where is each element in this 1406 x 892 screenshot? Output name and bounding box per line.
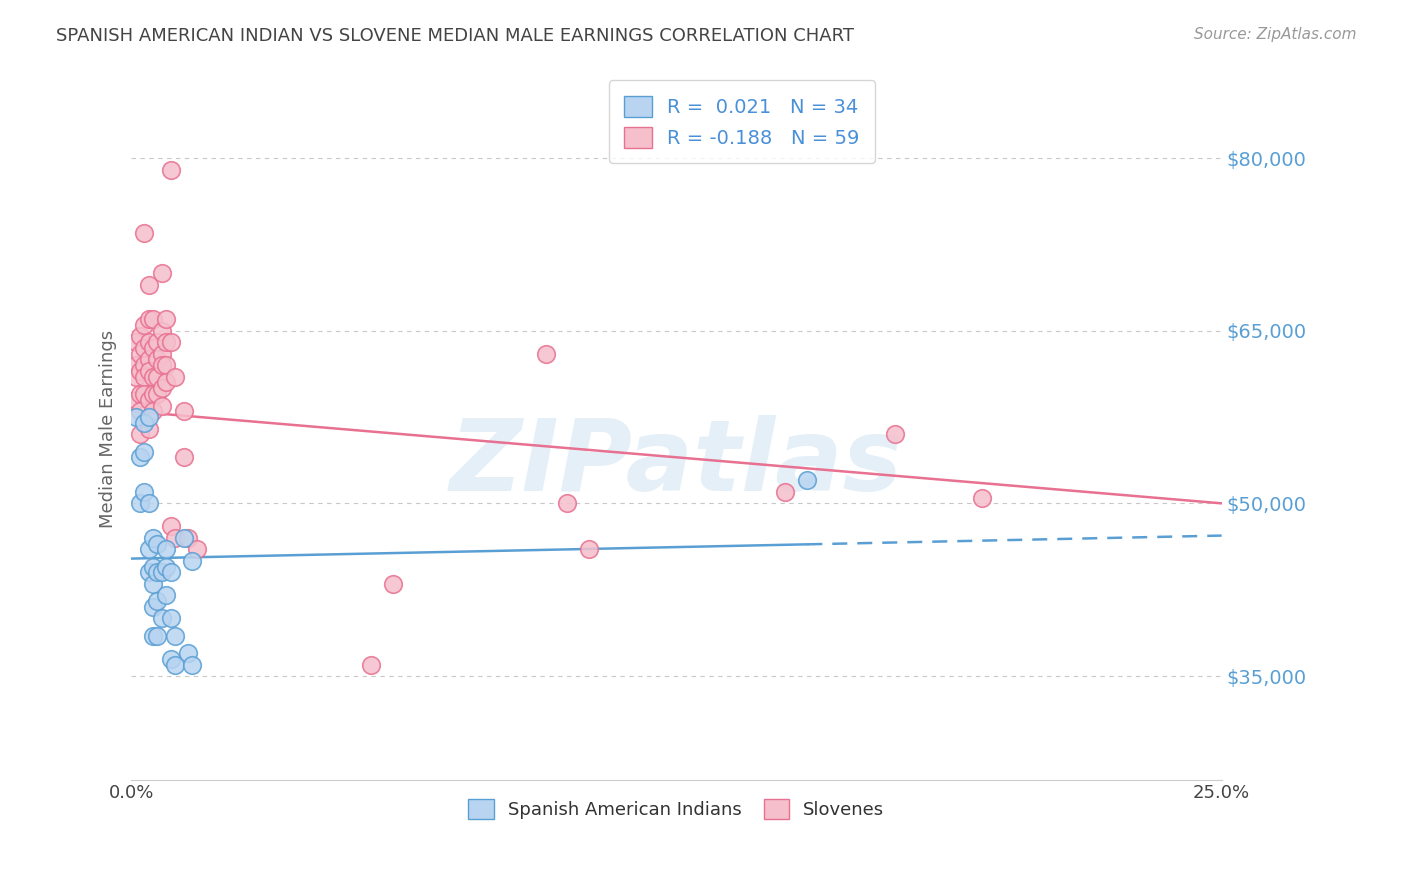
- Point: [146, 594, 169, 608]
- Point: [173, 404, 195, 418]
- Point: [155, 376, 177, 390]
- Point: [163, 657, 186, 672]
- Point: [129, 450, 152, 465]
- Point: [129, 427, 152, 442]
- Point: [150, 566, 173, 580]
- Point: [124, 369, 146, 384]
- Point: [159, 566, 181, 580]
- Point: [134, 387, 156, 401]
- Point: [150, 358, 173, 372]
- Point: [129, 496, 152, 510]
- Point: [146, 335, 169, 350]
- Point: [129, 364, 152, 378]
- Point: [129, 387, 152, 401]
- Point: [155, 335, 177, 350]
- Text: SPANISH AMERICAN INDIAN VS SLOVENE MEDIAN MALE EARNINGS CORRELATION CHART: SPANISH AMERICAN INDIAN VS SLOVENE MEDIA…: [56, 27, 855, 45]
- Point: [146, 352, 169, 367]
- Point: [142, 577, 165, 591]
- Point: [557, 496, 579, 510]
- Point: [360, 657, 382, 672]
- Point: [138, 421, 160, 435]
- Point: [138, 410, 160, 425]
- Point: [883, 427, 905, 442]
- Point: [142, 531, 165, 545]
- Point: [134, 369, 156, 384]
- Point: [138, 542, 160, 557]
- Point: [124, 392, 146, 407]
- Point: [150, 399, 173, 413]
- Point: [173, 531, 195, 545]
- Point: [138, 392, 160, 407]
- Point: [134, 318, 156, 332]
- Point: [146, 387, 169, 401]
- Point: [124, 335, 146, 350]
- Text: ZIPatlas: ZIPatlas: [450, 415, 903, 512]
- Point: [134, 226, 156, 240]
- Point: [138, 277, 160, 292]
- Point: [134, 341, 156, 355]
- Point: [159, 335, 181, 350]
- Point: [150, 324, 173, 338]
- Point: [159, 519, 181, 533]
- Point: [578, 542, 600, 557]
- Point: [150, 611, 173, 625]
- Point: [142, 559, 165, 574]
- Point: [124, 410, 146, 425]
- Point: [155, 358, 177, 372]
- Point: [142, 629, 165, 643]
- Point: [146, 629, 169, 643]
- Point: [186, 542, 208, 557]
- Point: [146, 369, 169, 384]
- Point: [796, 473, 818, 487]
- Point: [970, 491, 993, 505]
- Point: [138, 352, 160, 367]
- Point: [142, 387, 165, 401]
- Point: [138, 312, 160, 326]
- Point: [381, 577, 404, 591]
- Point: [150, 266, 173, 280]
- Point: [181, 554, 204, 568]
- Point: [163, 369, 186, 384]
- Point: [134, 484, 156, 499]
- Legend: Spanish American Indians, Slovenes: Spanish American Indians, Slovenes: [454, 785, 898, 834]
- Point: [138, 566, 160, 580]
- Point: [138, 335, 160, 350]
- Point: [142, 404, 165, 418]
- Point: [142, 369, 165, 384]
- Point: [155, 559, 177, 574]
- Point: [129, 347, 152, 361]
- Point: [129, 329, 152, 343]
- Point: [159, 611, 181, 625]
- Point: [134, 358, 156, 372]
- Point: [534, 347, 557, 361]
- Y-axis label: Median Male Earnings: Median Male Earnings: [100, 329, 117, 527]
- Point: [173, 450, 195, 465]
- Point: [159, 652, 181, 666]
- Point: [134, 444, 156, 458]
- Point: [163, 531, 186, 545]
- Text: Source: ZipAtlas.com: Source: ZipAtlas.com: [1194, 27, 1357, 42]
- Point: [138, 496, 160, 510]
- Point: [155, 542, 177, 557]
- Point: [163, 629, 186, 643]
- Point: [142, 312, 165, 326]
- Point: [177, 531, 200, 545]
- Point: [155, 312, 177, 326]
- Point: [124, 358, 146, 372]
- Point: [181, 657, 204, 672]
- Point: [142, 599, 165, 614]
- Point: [159, 162, 181, 177]
- Point: [146, 536, 169, 550]
- Point: [142, 341, 165, 355]
- Point: [150, 347, 173, 361]
- Point: [150, 381, 173, 395]
- Point: [177, 646, 200, 660]
- Point: [146, 566, 169, 580]
- Point: [134, 416, 156, 430]
- Point: [138, 364, 160, 378]
- Point: [775, 484, 797, 499]
- Point: [129, 404, 152, 418]
- Point: [155, 589, 177, 603]
